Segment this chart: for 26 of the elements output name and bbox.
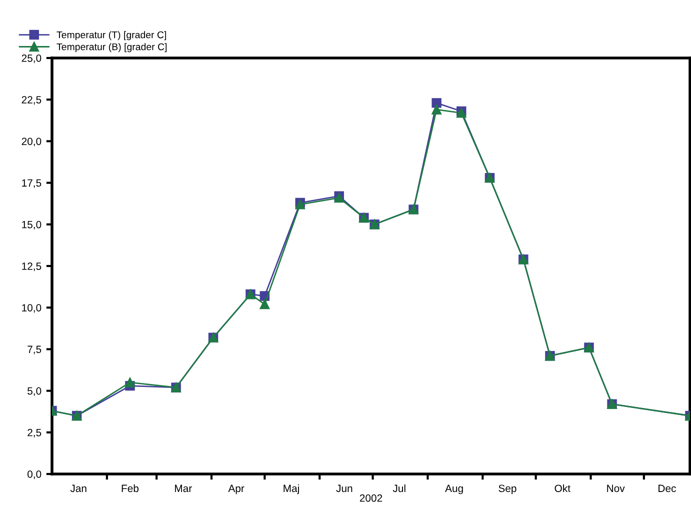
x-tick-label: Maj	[284, 484, 299, 494]
x-tick-label: Nov	[607, 484, 625, 492]
y-tick-label: 22,5	[22, 96, 42, 105]
x-tick-label: Jun	[336, 484, 352, 492]
y-tick-label: 12,5	[22, 262, 42, 272]
legend-label: Temperatur (T) [grader C]	[56, 31, 166, 40]
y-tick-label: 0,0	[28, 470, 42, 480]
y-tick-label: 17,5	[22, 179, 42, 188]
x-tick-label: Jul	[392, 484, 406, 492]
x-tick-label: Jan	[70, 484, 86, 492]
x-axis-title: 2002	[360, 494, 382, 502]
x-tick-label: Sep	[498, 484, 516, 494]
legend-label: Temperatur (B) [grader C]	[56, 43, 167, 52]
y-tick-label: 15,0	[22, 220, 42, 230]
x-tick-label: Dec	[658, 484, 676, 492]
y-tick-label: 5,0	[28, 387, 42, 396]
y-tick-label: 20,0	[22, 138, 42, 146]
y-tick-label: 7,5	[28, 346, 42, 354]
x-tick-label: Okt	[554, 484, 570, 492]
y-tick-label: 10,0	[22, 304, 42, 313]
x-tick-label: Mar	[175, 484, 192, 492]
x-tick-label: Feb	[122, 484, 139, 492]
y-tick-label: 25,0	[22, 54, 42, 64]
x-tick-label: Aug	[445, 484, 463, 494]
x-tick-label: Apr	[228, 484, 244, 494]
y-tick-label: 2,5	[28, 428, 42, 438]
